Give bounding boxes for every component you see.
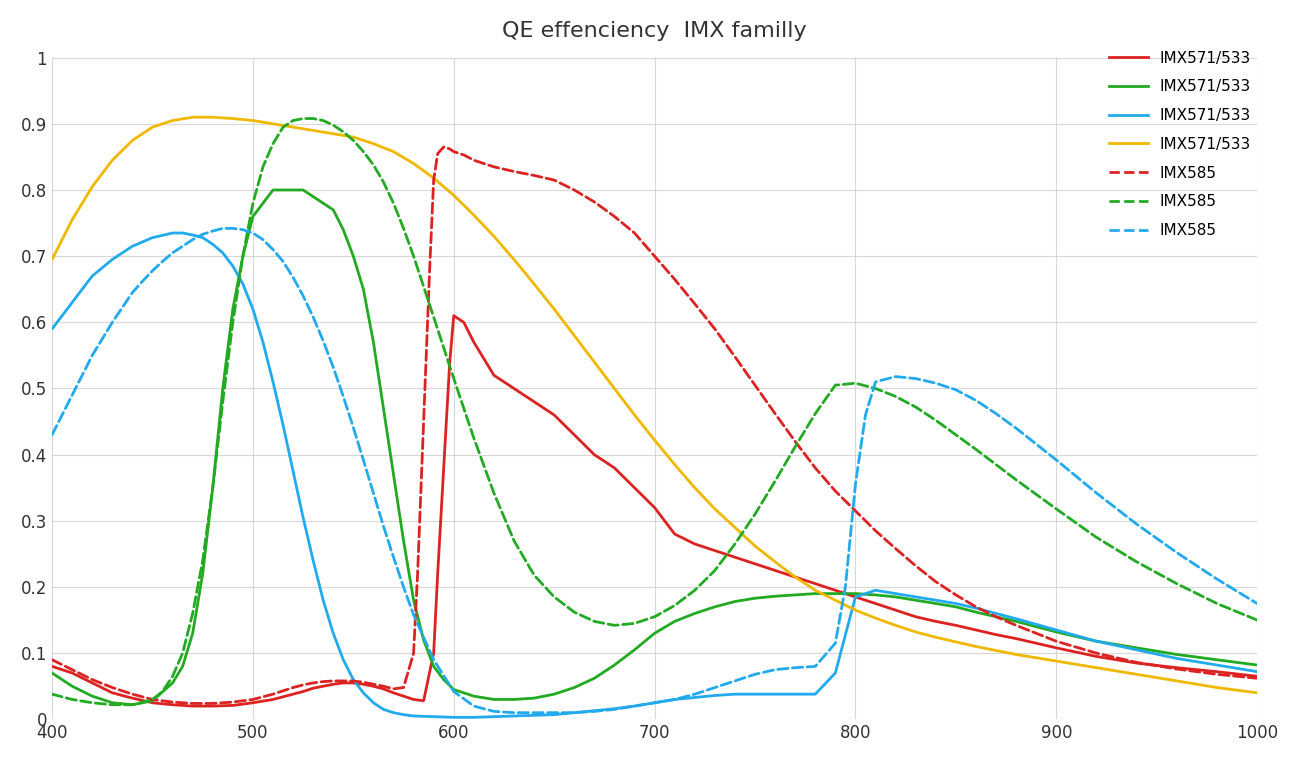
Legend: IMX571/533, IMX571/533, IMX571/533, IMX571/533, IMX585, IMX585, IMX585: IMX571/533, IMX571/533, IMX571/533, IMX5… xyxy=(1103,44,1257,244)
Title: QE effenciency  IMX familly: QE effenciency IMX familly xyxy=(503,21,807,41)
